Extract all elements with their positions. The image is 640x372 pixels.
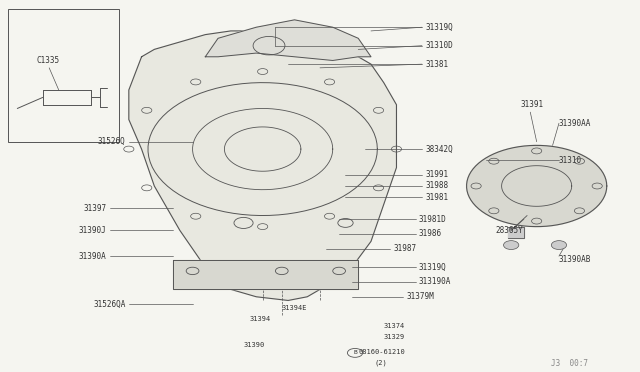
Circle shape [504, 241, 519, 250]
Text: 31981: 31981 [425, 193, 448, 202]
Text: 31390A: 31390A [79, 251, 106, 261]
Polygon shape [129, 31, 396, 301]
Text: 31988: 31988 [425, 182, 448, 190]
Polygon shape [173, 260, 358, 289]
Text: 31397: 31397 [83, 203, 106, 213]
Text: 31987: 31987 [394, 244, 417, 253]
Text: 08160-61210: 08160-61210 [358, 349, 405, 355]
Bar [8, 9, 119, 142]
Text: 31374: 31374 [384, 323, 405, 329]
Text: 313190A: 313190A [419, 278, 451, 286]
Text: 31310D: 31310D [425, 41, 453, 50]
Text: B: B [353, 350, 357, 355]
Polygon shape [508, 227, 524, 238]
Text: 31981D: 31981D [419, 215, 447, 224]
Text: J3  00:7: J3 00:7 [550, 359, 588, 368]
Text: 31319Q: 31319Q [419, 263, 447, 272]
Text: 31390J: 31390J [79, 226, 106, 235]
Text: 31390: 31390 [244, 342, 265, 348]
Text: 31379M: 31379M [406, 292, 434, 301]
Text: 31329: 31329 [384, 334, 405, 340]
Text: 31394E: 31394E [282, 305, 307, 311]
Text: 31394: 31394 [250, 316, 271, 322]
Text: 31319Q: 31319Q [425, 23, 453, 32]
Circle shape [551, 241, 566, 250]
Text: 31390AB: 31390AB [559, 255, 591, 264]
Text: 31310: 31310 [559, 155, 582, 165]
Text: 28365Y: 28365Y [495, 226, 523, 235]
Polygon shape [205, 20, 371, 61]
Text: C1335: C1335 [36, 56, 60, 65]
Polygon shape [467, 145, 607, 227]
Text: 31381: 31381 [425, 60, 448, 69]
Text: (2): (2) [374, 360, 387, 366]
Text: 31986: 31986 [419, 230, 442, 238]
Text: 31391: 31391 [521, 100, 544, 109]
Text: 38342Q: 38342Q [425, 145, 453, 154]
Text: 31991: 31991 [425, 170, 448, 179]
Text: 31526QA: 31526QA [93, 300, 125, 309]
Text: 31526Q: 31526Q [98, 137, 125, 146]
Text: 31390AA: 31390AA [559, 119, 591, 128]
